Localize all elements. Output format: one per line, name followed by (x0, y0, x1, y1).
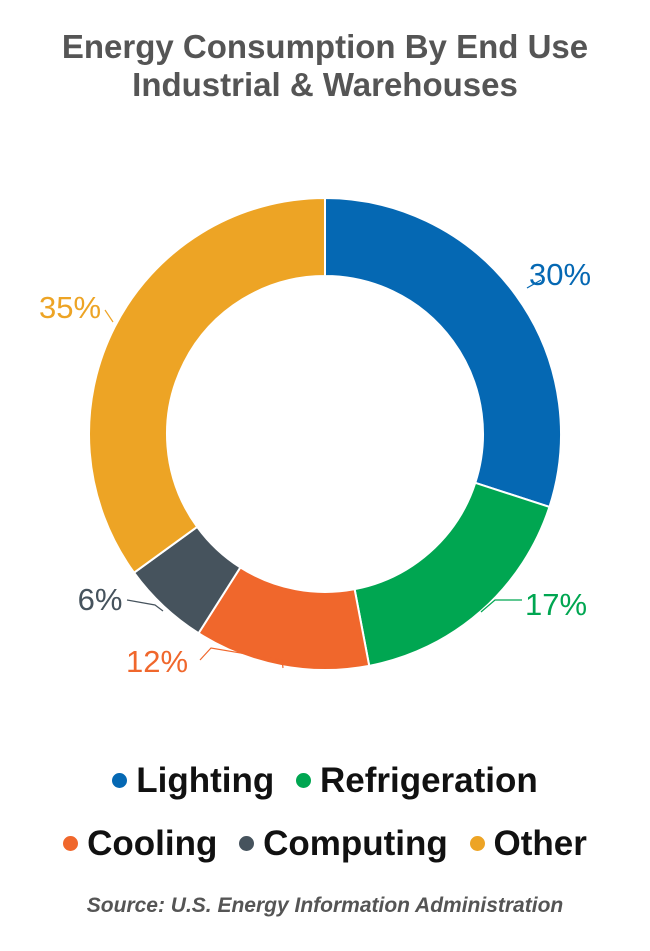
legend-dot-other (469, 836, 485, 851)
leader-line-lighting (526, 279, 542, 289)
data-label-cooling: 12% (126, 644, 188, 679)
legend-label-cooling: Cooling (87, 823, 218, 863)
chart-title-line-2: Industrial & Warehouses (132, 66, 518, 103)
data-label-lighting: 30% (529, 257, 591, 292)
leader-line-cooling (199, 647, 284, 669)
slice-lighting (324, 196, 562, 509)
legend-item-other: Other (469, 823, 587, 864)
legend-item-cooling: Cooling (63, 824, 217, 864)
leader-line-refrigeration (480, 599, 522, 613)
slice-refrigeration (353, 481, 551, 667)
legend-dot-cooling (63, 836, 79, 851)
legend-row-2: Cooling Computing Other (0, 820, 650, 864)
slice-other (88, 196, 326, 575)
legend-dot-lighting (112, 773, 128, 788)
data-label-refrigeration: 17% (525, 587, 587, 622)
data-label-computing: 6% (78, 582, 123, 617)
chart-title-line-1: Energy Consumption By End Use (61, 28, 589, 65)
legend-label-lighting: Lighting (136, 760, 275, 800)
leader-line-other (104, 309, 114, 323)
legend-row-1: Lighting Refrigeration (0, 757, 650, 801)
legend-item-refrigeration: Refrigeration (295, 760, 538, 801)
data-label-other: 35% (39, 290, 101, 325)
legend-label-refrigeration: Refrigeration (319, 760, 538, 800)
legend-item-lighting: Lighting (112, 761, 274, 801)
legend-label-other: Other (493, 823, 587, 863)
chart-title: Energy Consumption By End Use Industrial… (0, 28, 650, 104)
legend-dot-refrigeration (295, 773, 311, 788)
legend-item-computing: Computing (239, 824, 448, 864)
source-note: Source: U.S. Energy Information Administ… (86, 894, 564, 917)
legend-label-computing: Computing (263, 823, 448, 863)
legend-dot-computing (239, 836, 255, 851)
leader-line-computing (126, 599, 164, 612)
